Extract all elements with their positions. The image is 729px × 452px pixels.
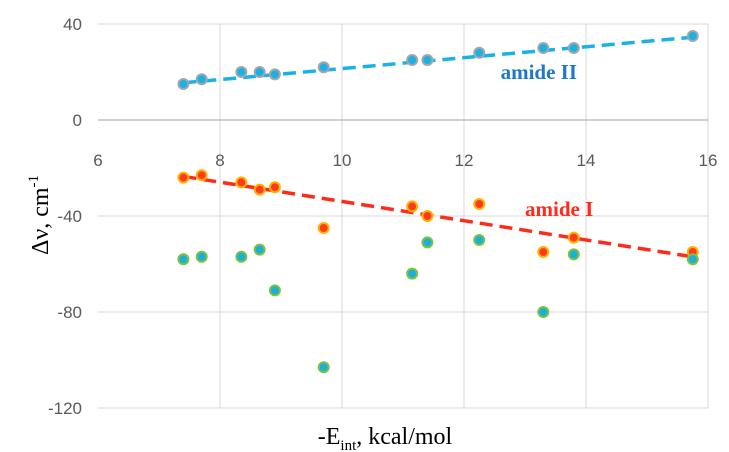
series3-point-11 bbox=[686, 253, 699, 266]
annotation-amide-i: amide I bbox=[525, 197, 593, 221]
y-tick-label-2: -40 bbox=[57, 207, 82, 226]
series-annotations: amide II amide I bbox=[501, 60, 594, 221]
amide-ii-point-2 bbox=[235, 66, 248, 78]
x-tick-label-5: 16 bbox=[699, 151, 718, 170]
amide-i-point-5 bbox=[317, 222, 330, 234]
series3-point-8 bbox=[473, 234, 486, 246]
amide-i-point-6 bbox=[406, 200, 419, 213]
amide-ii-point-6 bbox=[406, 54, 419, 66]
series3-point-6 bbox=[406, 267, 419, 280]
amide-ii-point-9 bbox=[537, 42, 550, 54]
trendline-amide-i bbox=[183, 174, 694, 259]
x-tick-label-4: 14 bbox=[577, 151, 596, 170]
series3-point-1 bbox=[195, 250, 208, 263]
y-tick-label-0: 40 bbox=[63, 15, 82, 34]
amide-ii-point-1 bbox=[195, 73, 208, 86]
x-axis-title: -Eint, kcal/mol bbox=[318, 424, 453, 452]
series3-point-9 bbox=[537, 306, 550, 318]
x-tick-label-1: 8 bbox=[215, 151, 224, 170]
x-tick-label-3: 12 bbox=[455, 151, 474, 170]
x-tick-label-0: 6 bbox=[93, 151, 102, 170]
series3-point-10 bbox=[567, 248, 580, 261]
x-tick-label-2: 10 bbox=[333, 151, 352, 170]
amide-ii-point-4 bbox=[268, 68, 281, 81]
amide-i-point-10 bbox=[567, 231, 580, 244]
amide-i-point-4 bbox=[268, 181, 281, 194]
y-tick-label-4: -120 bbox=[48, 399, 82, 418]
series3-point-4 bbox=[268, 284, 281, 297]
grid bbox=[98, 23, 709, 409]
series3-point-7 bbox=[421, 236, 434, 249]
series3-point-3 bbox=[253, 243, 266, 256]
amide-ii-point-10 bbox=[567, 42, 580, 54]
amide-i-point-9 bbox=[537, 246, 550, 258]
series3-point-0 bbox=[177, 253, 190, 266]
amide-i-point-2 bbox=[235, 176, 248, 189]
amide-ii-point-5 bbox=[317, 61, 330, 74]
amide-ii-point-3 bbox=[253, 66, 266, 78]
amide-ii-point-11 bbox=[686, 30, 699, 42]
amide-ii-point-7 bbox=[421, 54, 434, 66]
y-tick-label-1: 0 bbox=[73, 111, 82, 130]
amide-i-point-1 bbox=[195, 169, 208, 182]
amide-i-point-3 bbox=[253, 183, 266, 196]
series3-point-2 bbox=[235, 250, 248, 263]
series3-point-5 bbox=[317, 361, 330, 374]
amide-ii-point-0 bbox=[177, 78, 190, 90]
data-points bbox=[177, 30, 699, 374]
y-axis-title: Δν, cm-1 bbox=[26, 175, 54, 255]
trendline-amide-ii bbox=[183, 35, 693, 85]
amide-i-point-7 bbox=[421, 210, 434, 222]
amide-ii-point-8 bbox=[473, 46, 486, 59]
amide-i-point-8 bbox=[473, 198, 486, 210]
annotation-amide-ii: amide II bbox=[501, 60, 577, 84]
amide-i-point-0 bbox=[177, 171, 190, 184]
y-tick-label-3: -80 bbox=[57, 303, 82, 322]
trendlines bbox=[183, 35, 694, 259]
tick-labels: 6 8 10 12 14 16 40 0 -40 -80 -120 bbox=[48, 15, 717, 418]
